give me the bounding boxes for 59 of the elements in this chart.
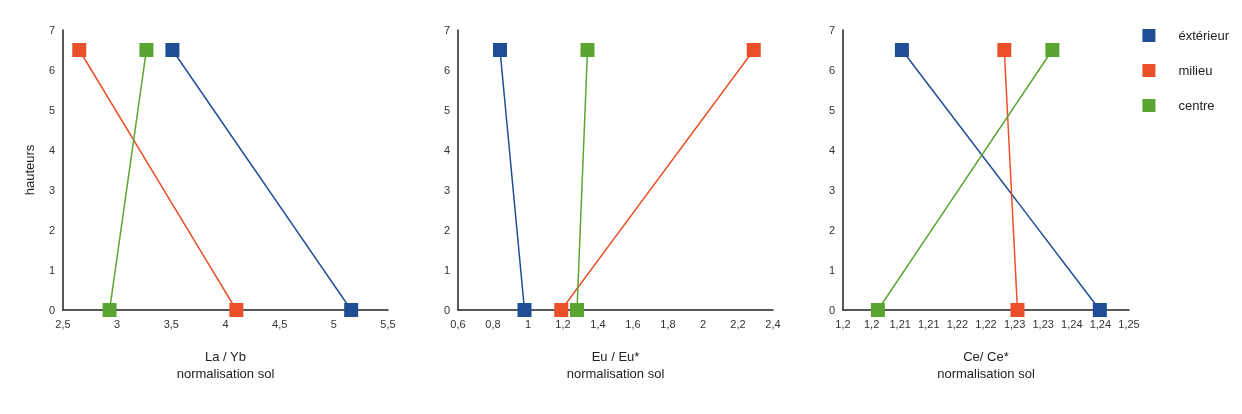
x-tick-label: 1,22 bbox=[946, 317, 969, 330]
y-tick-label: 2 bbox=[828, 224, 835, 236]
x-axis-title: Eu / Eu* normalisation sol bbox=[566, 349, 665, 381]
y-tick-label: 2 bbox=[48, 224, 55, 236]
y-tick-label: 6 bbox=[828, 64, 835, 76]
y-tick-label: 3 bbox=[48, 184, 55, 196]
x-tick-label: 2,4 bbox=[765, 317, 781, 330]
y-tick-label: 6 bbox=[48, 64, 55, 76]
y-tick-label: 0 bbox=[828, 304, 835, 316]
y-tick-label: 4 bbox=[828, 144, 835, 156]
x-tick-label: 1,24 bbox=[1089, 317, 1112, 330]
x-tick-label: 1,23 bbox=[1003, 317, 1026, 330]
y-tick-label: 5 bbox=[48, 104, 55, 116]
legend-label: centre bbox=[1178, 98, 1215, 113]
y-tick-label: 5 bbox=[443, 104, 450, 116]
y-tick-label: 7 bbox=[48, 24, 55, 36]
x-tick-label: 1,24 bbox=[1061, 317, 1083, 330]
y-tick-label: 3 bbox=[828, 184, 835, 196]
x-tick-label: 4 bbox=[222, 317, 229, 330]
x-tick-label: 0,6 bbox=[450, 317, 466, 330]
x-tick-label: 1,23 bbox=[1032, 317, 1054, 330]
x-tick-label: 1,8 bbox=[660, 317, 676, 330]
y-tick-label: 2 bbox=[443, 224, 450, 236]
x-tick-label: 1,2 bbox=[863, 317, 880, 330]
x-tick-label: 5 bbox=[330, 317, 337, 330]
x-tick-label: 1,25 bbox=[1118, 317, 1140, 330]
x-tick-label: 5,5 bbox=[380, 317, 396, 330]
x-tick-label: 4,5 bbox=[272, 317, 288, 330]
y-tick-label: 7 bbox=[828, 24, 835, 36]
x-tick-label: 1,22 bbox=[975, 317, 997, 330]
y-tick-label: 5 bbox=[828, 104, 835, 116]
x-tick-label: 1,21 bbox=[918, 317, 940, 330]
x-tick-label: 1 bbox=[524, 317, 532, 330]
x-tick-label: 1,2 bbox=[555, 317, 571, 330]
x-axis-title: Ce/ Ce* normalisation sol bbox=[937, 349, 1035, 381]
x-axis-title: La / Yb normalisation sol bbox=[176, 349, 275, 381]
y-tick-label: 1 bbox=[48, 264, 55, 276]
legend-label: milieu bbox=[1178, 63, 1213, 78]
x-tick-label: 3,5 bbox=[163, 317, 179, 330]
y-tick-label: 3 bbox=[443, 184, 450, 196]
y-axis-title: hauteurs bbox=[21, 144, 37, 196]
legend-label: éxtérieur bbox=[1178, 28, 1230, 43]
x-tick-label: 1,6 bbox=[625, 317, 641, 330]
y-tick-label: 4 bbox=[48, 144, 55, 156]
x-tick-label: 1,2 bbox=[835, 317, 851, 330]
x-tick-label: 2,5 bbox=[55, 317, 71, 330]
y-tick-label: 7 bbox=[443, 24, 450, 36]
y-tick-label: 1 bbox=[443, 264, 450, 276]
y-tick-label: 0 bbox=[443, 304, 450, 316]
y-tick-label: 0 bbox=[48, 304, 55, 316]
x-tick-label: 3 bbox=[114, 317, 121, 330]
y-tick-label: 4 bbox=[443, 144, 450, 156]
x-tick-label: 2 bbox=[699, 317, 707, 330]
y-tick-label: 1 bbox=[828, 264, 835, 276]
x-tick-label: 2,2 bbox=[730, 317, 746, 330]
y-tick-label: 6 bbox=[443, 64, 450, 76]
x-tick-label: 1,21 bbox=[889, 317, 911, 330]
x-tick-label: 1,4 bbox=[590, 317, 606, 330]
x-tick-label: 0,8 bbox=[485, 317, 501, 330]
